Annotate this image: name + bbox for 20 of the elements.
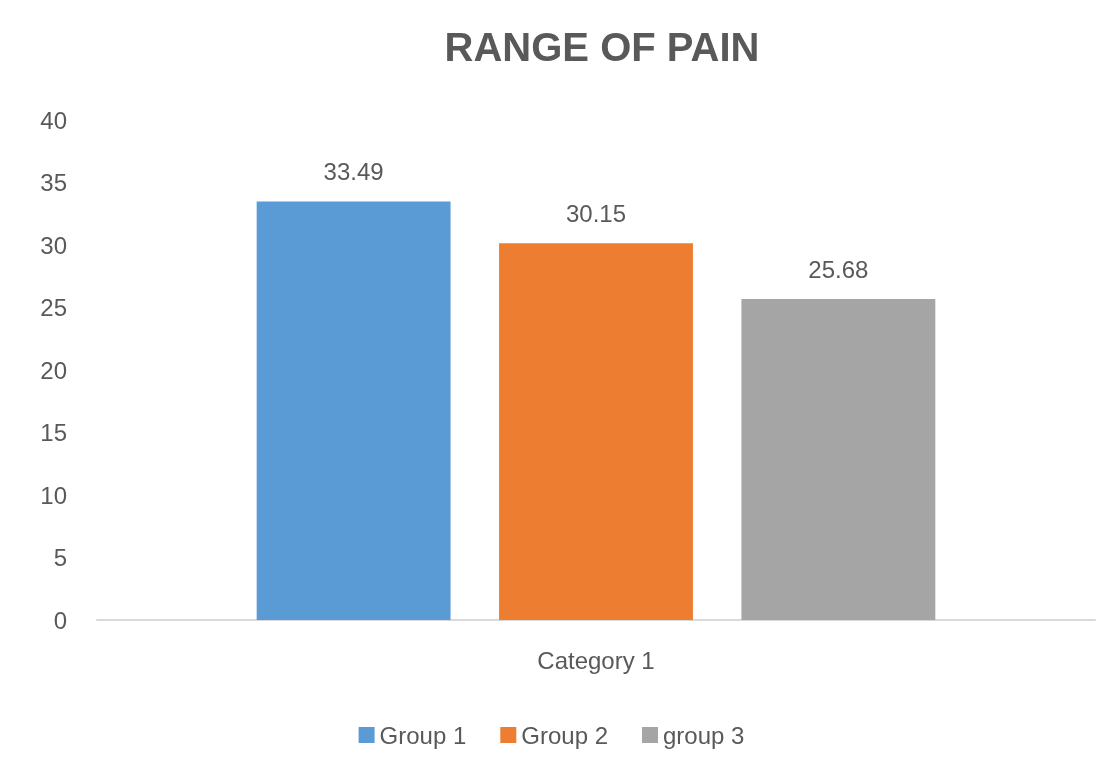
data-label: 25.68: [808, 255, 869, 283]
y-tick-label: 15: [40, 419, 67, 446]
y-tick-label: 10: [40, 481, 67, 509]
legend-label: group 3: [663, 721, 745, 749]
legend-label: Group 2: [521, 721, 609, 749]
y-tick-label: 30: [40, 231, 67, 259]
bar: [741, 299, 936, 620]
y-tick-label: 35: [40, 169, 67, 196]
legend-label: Group 1: [379, 721, 467, 749]
x-tick-label: Category 1: [537, 646, 655, 674]
data-label: 33.49: [323, 157, 384, 185]
y-tick-label: 40: [40, 106, 67, 134]
chart-title: RANGE OF PAIN: [444, 25, 760, 69]
y-tick-label: 25: [40, 294, 67, 321]
y-tick-label: 20: [40, 356, 67, 384]
bar: [499, 243, 693, 620]
data-label: 30.15: [565, 199, 627, 227]
y-tick-label: 5: [53, 544, 67, 571]
y-tick-label: 0: [53, 606, 67, 634]
bar: [256, 201, 451, 620]
